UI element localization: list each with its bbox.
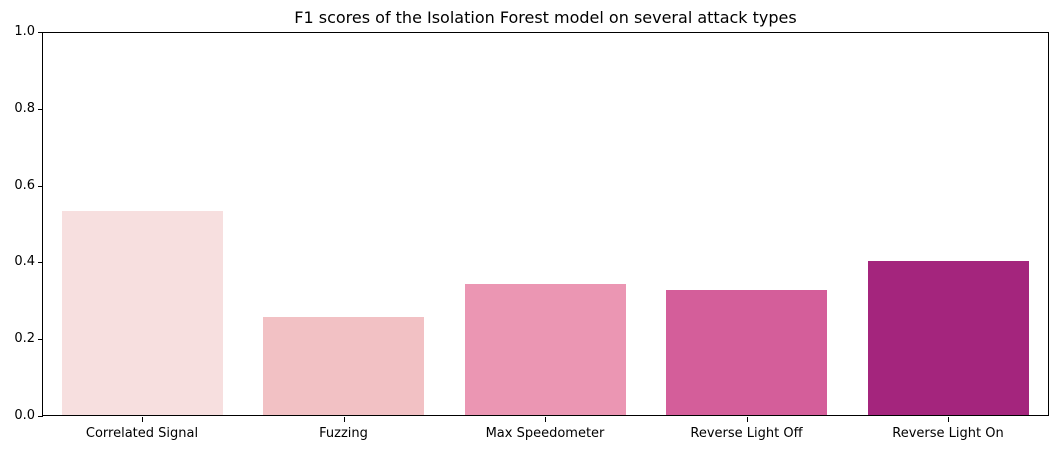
bar-reverse-light-on [867,260,1029,415]
x-tick [142,417,143,422]
y-tick [38,339,43,341]
y-tick-label: 0.6 [14,177,35,193]
bar-max-speedometer [464,284,626,415]
chart-title: F1 scores of the Isolation Forest model … [294,8,797,27]
y-tick [38,185,43,187]
x-tick [746,417,748,422]
y-tick-label: 0.8 [14,100,35,116]
x-tick-label: Max Speedometer [485,426,605,441]
y-tick-label: 0.4 [14,254,35,270]
y-tick-label: 1.0 [14,24,35,39]
bar-correlated-signal [61,211,223,415]
x-tick [545,417,546,422]
x-tick-label: Reverse Light Off [690,426,803,441]
y-tick-label: 0.2 [14,331,35,347]
x-tick-label: Reverse Light On [892,426,1004,441]
bar-reverse-light-off [666,289,827,415]
y-tick [38,32,43,33]
y-tick [38,416,43,417]
x-tick [343,417,345,422]
plot-area: 0.0 0.2 0.4 0.6 0.8 1.0 Correlated Signal Fuzzi… [14,25,1049,441]
y-tick [38,262,43,264]
y-tick-label: 0.0 [14,408,35,423]
x-tick-label: Correlated Signal [85,426,199,441]
x-tick [948,417,949,422]
x-tick-label: Fuzzing [319,426,368,441]
bar-fuzzing [263,317,424,415]
y-tick [38,108,43,110]
